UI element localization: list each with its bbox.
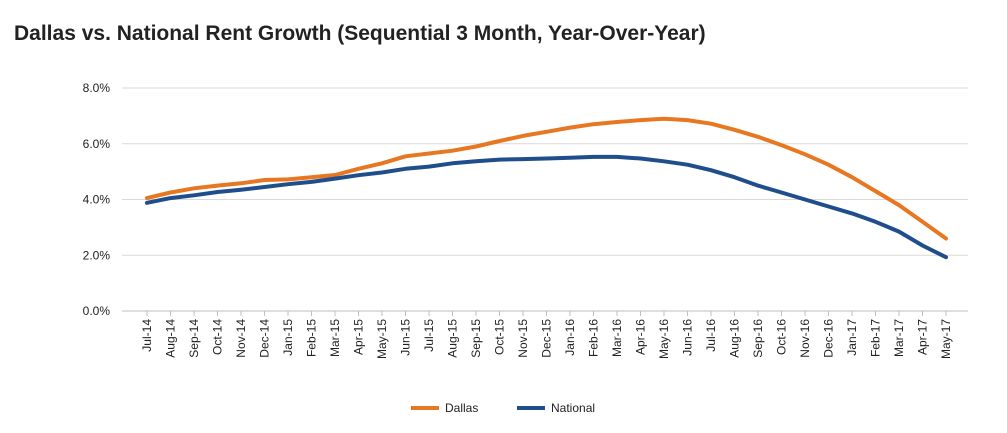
- x-tick-label: Oct-15: [493, 319, 507, 355]
- x-tick-label: May-15: [375, 319, 389, 359]
- x-tick-label: Mar-17: [892, 319, 906, 357]
- axes: [122, 310, 968, 316]
- x-tick-label: Sep-15: [469, 319, 483, 358]
- y-axis-tick-labels: 0.0% 2.0% 4.0% 6.0% 8.0%: [83, 81, 111, 318]
- series-lines: [145, 116, 948, 260]
- legend: Dallas National: [411, 401, 595, 415]
- x-tick-label: Apr-16: [634, 319, 648, 355]
- x-tick-label: Aug-15: [446, 319, 460, 358]
- chart-title: Dallas vs. National Rent Growth (Sequent…: [14, 22, 706, 45]
- legend-label-dallas: Dallas: [445, 401, 478, 415]
- x-tick-label: Oct-14: [211, 319, 225, 355]
- x-tick-label: Feb-17: [869, 319, 883, 357]
- x-tick-label: Nov-15: [516, 319, 530, 358]
- y-tick-label: 0.0%: [83, 304, 111, 318]
- x-tick-label: Nov-16: [798, 319, 812, 358]
- x-tick-label: Jun-16: [681, 319, 695, 356]
- y-tick-label: 6.0%: [83, 137, 111, 151]
- x-tick-label: Jun-15: [399, 319, 413, 356]
- x-tick-label: Aug-14: [164, 319, 178, 358]
- x-tick-label: Feb-15: [305, 319, 319, 357]
- y-tick-label: 8.0%: [83, 81, 111, 95]
- x-tick-label: May-17: [939, 319, 953, 359]
- y-tick-label: 4.0%: [83, 193, 111, 207]
- x-tick-label: Jan-15: [281, 319, 295, 356]
- legend-label-national: National: [551, 401, 595, 415]
- x-tick-label: Feb-16: [587, 319, 601, 357]
- x-tick-label: Dec-16: [822, 319, 836, 358]
- x-tick-label: Sep-16: [751, 319, 765, 358]
- x-tick-label: Dec-15: [540, 319, 554, 358]
- x-tick-label: Dec-14: [258, 319, 272, 358]
- x-tick-label: Mar-15: [328, 319, 342, 357]
- series-line-dallas: [145, 116, 948, 241]
- x-tick-label: Jan-16: [563, 319, 577, 356]
- x-tick-label: Apr-15: [352, 319, 366, 355]
- x-tick-label: Apr-17: [916, 319, 930, 355]
- x-tick-label: Jul-15: [422, 319, 436, 352]
- x-tick-label: Jul-16: [704, 319, 718, 352]
- x-tick-label: Jul-14: [140, 319, 154, 352]
- x-tick-label: Aug-16: [728, 319, 742, 358]
- gridlines: [122, 87, 968, 256]
- x-axis-tick-labels: Jul-14 Aug-14 Sep-14 Oct-14 Nov-14 Dec-14 Jan-…: [140, 319, 953, 359]
- x-tick-label: Mar-16: [610, 319, 624, 357]
- x-tick-label: May-16: [657, 319, 671, 359]
- x-tick-label: Oct-16: [775, 319, 789, 355]
- series-line-national: [145, 154, 948, 260]
- y-tick-label: 2.0%: [83, 248, 111, 262]
- x-tick-label: Nov-14: [234, 319, 248, 358]
- x-tick-label: Sep-14: [187, 319, 201, 358]
- x-tick-label: Jan-17: [845, 319, 859, 356]
